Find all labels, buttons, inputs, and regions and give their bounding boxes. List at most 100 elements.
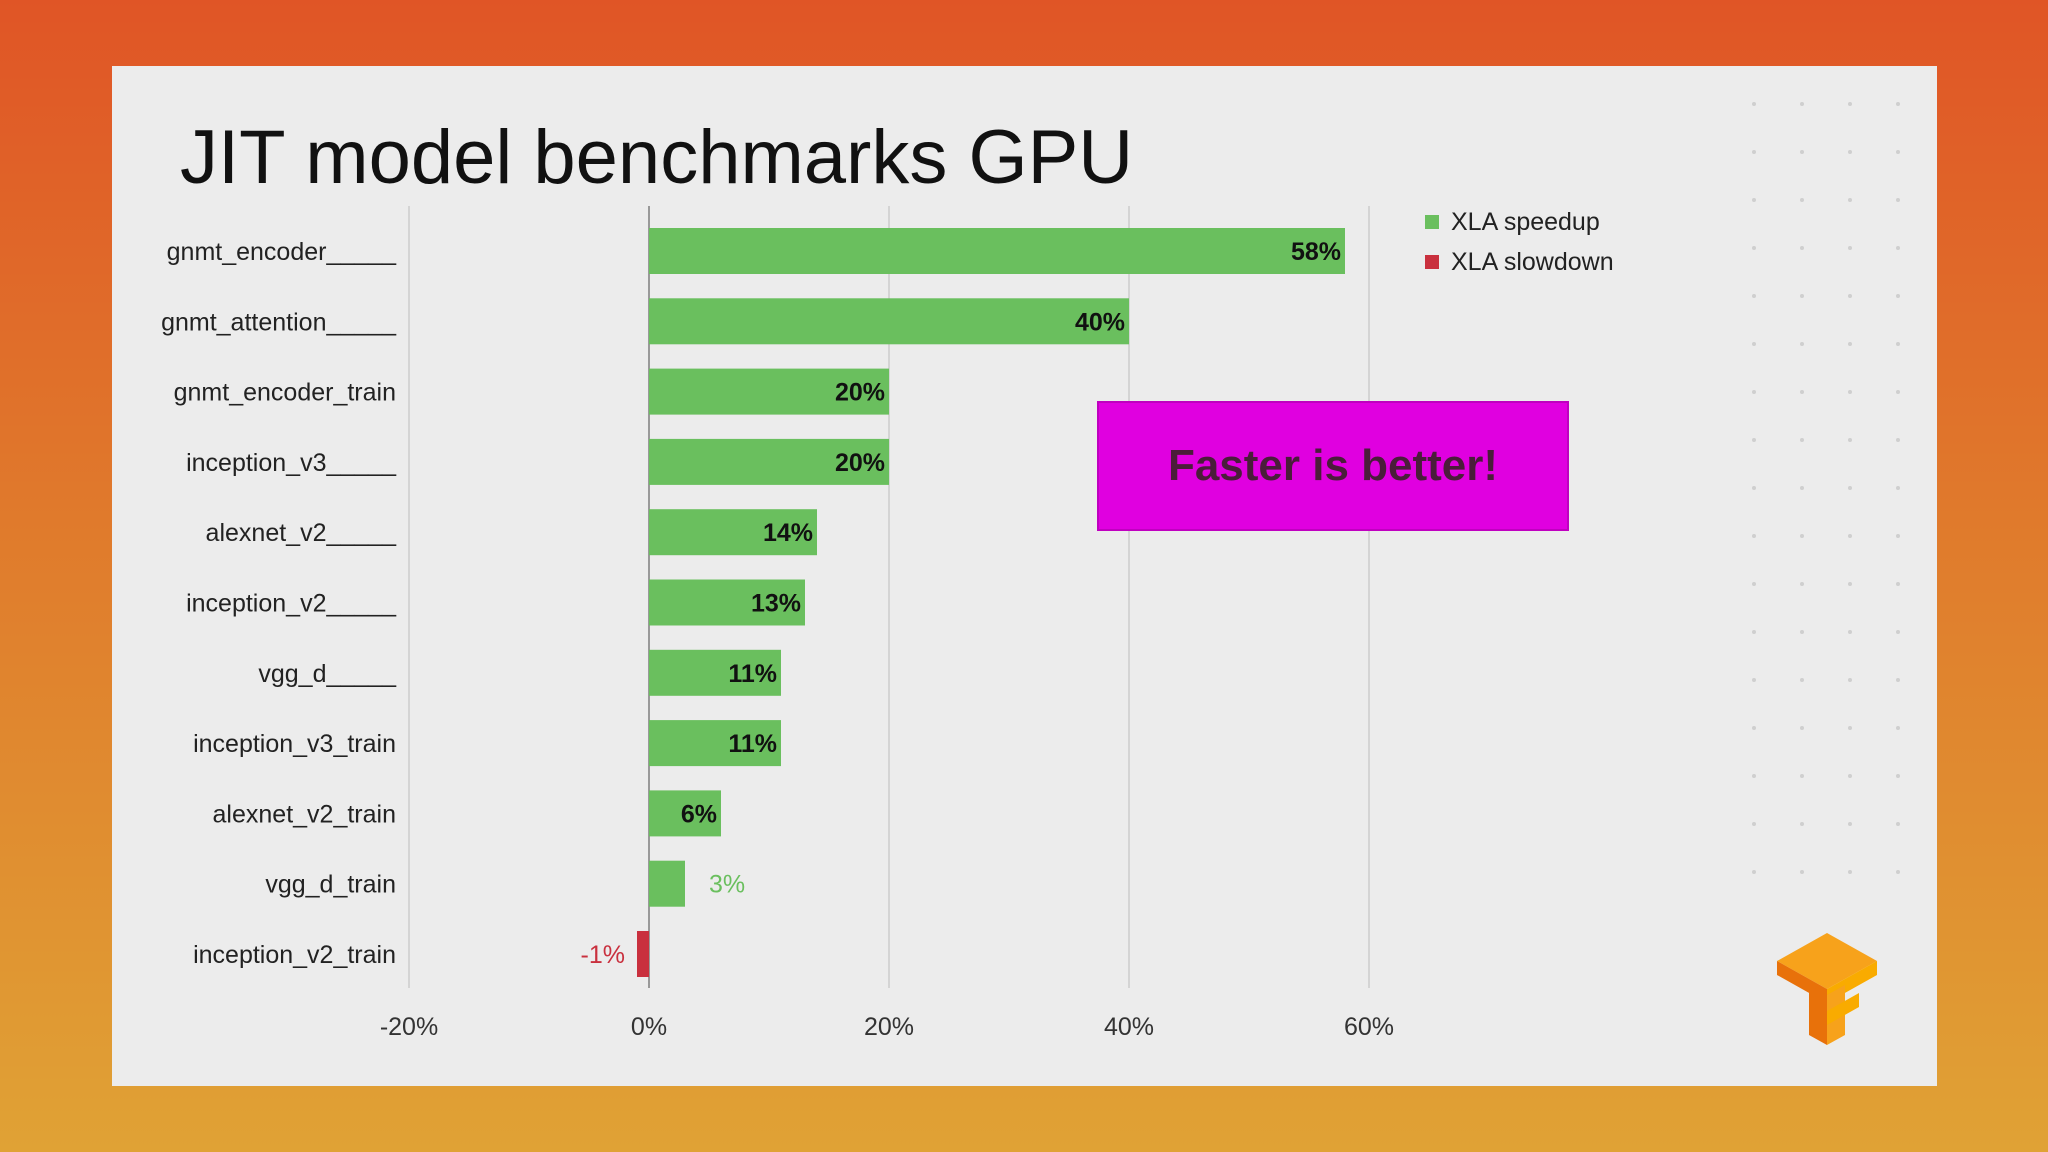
decorative-dot xyxy=(1896,822,1900,826)
decorative-dot xyxy=(1800,342,1804,346)
decorative-dot xyxy=(1896,486,1900,490)
data-label: 20% xyxy=(835,379,885,407)
decorative-dot xyxy=(1800,294,1804,298)
tensorflow-logo-icon xyxy=(1777,933,1877,1045)
decorative-dot xyxy=(1800,150,1804,154)
legend-item-slowdown: XLA slowdown xyxy=(1425,242,1614,282)
decorative-dot xyxy=(1752,198,1756,202)
decorative-dot xyxy=(1896,630,1900,634)
decorative-dot xyxy=(1800,630,1804,634)
decorative-dot xyxy=(1800,678,1804,682)
data-label: 58% xyxy=(1291,238,1341,266)
decorative-dot xyxy=(1800,438,1804,442)
decorative-dot xyxy=(1848,102,1852,106)
decorative-dot xyxy=(1752,582,1756,586)
bar-chart: -20% 0% 20% 40% 60% gnmt_encoder_____ 58% gnmt_… xyxy=(161,206,1394,1041)
data-label: 20% xyxy=(835,449,885,477)
decorative-dot xyxy=(1848,870,1852,874)
decorative-dot xyxy=(1848,630,1852,634)
decorative-dot xyxy=(1896,534,1900,538)
data-label: -1% xyxy=(581,941,625,969)
decorative-dot xyxy=(1848,150,1852,154)
decorative-dot xyxy=(1752,726,1756,730)
speedup-bar xyxy=(649,228,1345,274)
decorative-dot xyxy=(1800,774,1804,778)
decorative-dot xyxy=(1848,486,1852,490)
decorative-dot xyxy=(1896,246,1900,250)
category-label: inception_v2_____ xyxy=(186,590,397,618)
category-label: vgg_d_____ xyxy=(258,660,397,688)
decorative-dot xyxy=(1752,774,1756,778)
x-tick-label: 20% xyxy=(864,1013,914,1041)
legend-label-speedup: XLA speedup xyxy=(1451,207,1600,236)
speedup-bar xyxy=(649,790,721,837)
category-label: gnmt_encoder_____ xyxy=(167,238,397,266)
category-label: gnmt_encoder_train xyxy=(174,379,396,407)
decorative-dot xyxy=(1896,198,1900,202)
decorative-dot xyxy=(1800,246,1804,250)
decorative-dot xyxy=(1848,342,1852,346)
speedup-bar xyxy=(649,720,781,767)
decorative-dot xyxy=(1896,150,1900,154)
data-label: 11% xyxy=(728,660,777,688)
decorative-dot xyxy=(1752,822,1756,826)
decorative-dot xyxy=(1800,822,1804,826)
category-label: vgg_d_train xyxy=(265,871,396,899)
decorative-dot xyxy=(1848,438,1852,442)
decorative-dot xyxy=(1752,486,1756,490)
legend-swatch-speedup xyxy=(1425,215,1439,229)
decorative-dot xyxy=(1848,198,1852,202)
decorative-dot xyxy=(1752,438,1756,442)
callout-text: Faster is better! xyxy=(1167,441,1499,490)
decorative-dot xyxy=(1848,726,1852,730)
decorative-dot xyxy=(1752,870,1756,874)
data-label: 6% xyxy=(681,800,717,828)
decorative-dot xyxy=(1896,870,1900,874)
speedup-bar xyxy=(649,438,889,485)
slide: -20% 0% 20% 40% 60% gnmt_encoder_____ 58% gnmt_… xyxy=(112,66,1937,1086)
decorative-dot xyxy=(1896,438,1900,442)
decorative-dot xyxy=(1752,150,1756,154)
category-label: gnmt_attention_____ xyxy=(161,308,397,336)
category-label: alexnet_v2_____ xyxy=(206,519,398,547)
legend-swatch-slowdown xyxy=(1425,255,1439,269)
decorative-dot xyxy=(1848,774,1852,778)
decorative-dot xyxy=(1896,726,1900,730)
category-label: inception_v3_train xyxy=(193,730,396,758)
decorative-dot xyxy=(1752,630,1756,634)
category-label: inception_v2_train xyxy=(193,941,396,969)
speedup-bar xyxy=(649,579,805,626)
decorative-dot xyxy=(1800,486,1804,490)
decorative-dot xyxy=(1896,102,1900,106)
decorative-dot xyxy=(1896,342,1900,346)
decorative-dot xyxy=(1848,294,1852,298)
decorative-dot-grid xyxy=(1752,102,1932,902)
slowdown-bar xyxy=(637,931,649,977)
decorative-dot xyxy=(1848,822,1852,826)
decorative-dot xyxy=(1800,870,1804,874)
category-label: inception_v3_____ xyxy=(186,449,397,477)
decorative-dot xyxy=(1848,582,1852,586)
decorative-dot xyxy=(1848,678,1852,682)
decorative-dot xyxy=(1752,390,1756,394)
decorative-dot xyxy=(1752,294,1756,298)
decorative-dot xyxy=(1800,390,1804,394)
decorative-dot xyxy=(1896,390,1900,394)
decorative-dot xyxy=(1896,678,1900,682)
data-label: 40% xyxy=(1075,308,1125,336)
speedup-bar xyxy=(649,649,781,696)
x-tick-label: 0% xyxy=(631,1013,667,1041)
x-tick-label: 60% xyxy=(1344,1013,1394,1041)
decorative-dot xyxy=(1752,534,1756,538)
x-tick-label: -20% xyxy=(380,1013,438,1041)
decorative-dot xyxy=(1752,678,1756,682)
decorative-dot xyxy=(1800,582,1804,586)
speedup-bar xyxy=(649,368,889,415)
data-label: 13% xyxy=(751,590,801,618)
decorative-dot xyxy=(1752,102,1756,106)
legend-item-speedup: XLA speedup xyxy=(1425,202,1614,242)
decorative-dot xyxy=(1800,198,1804,202)
slide-title: JIT model benchmarks GPU xyxy=(180,115,1134,200)
decorative-dot xyxy=(1752,342,1756,346)
decorative-dot xyxy=(1800,534,1804,538)
